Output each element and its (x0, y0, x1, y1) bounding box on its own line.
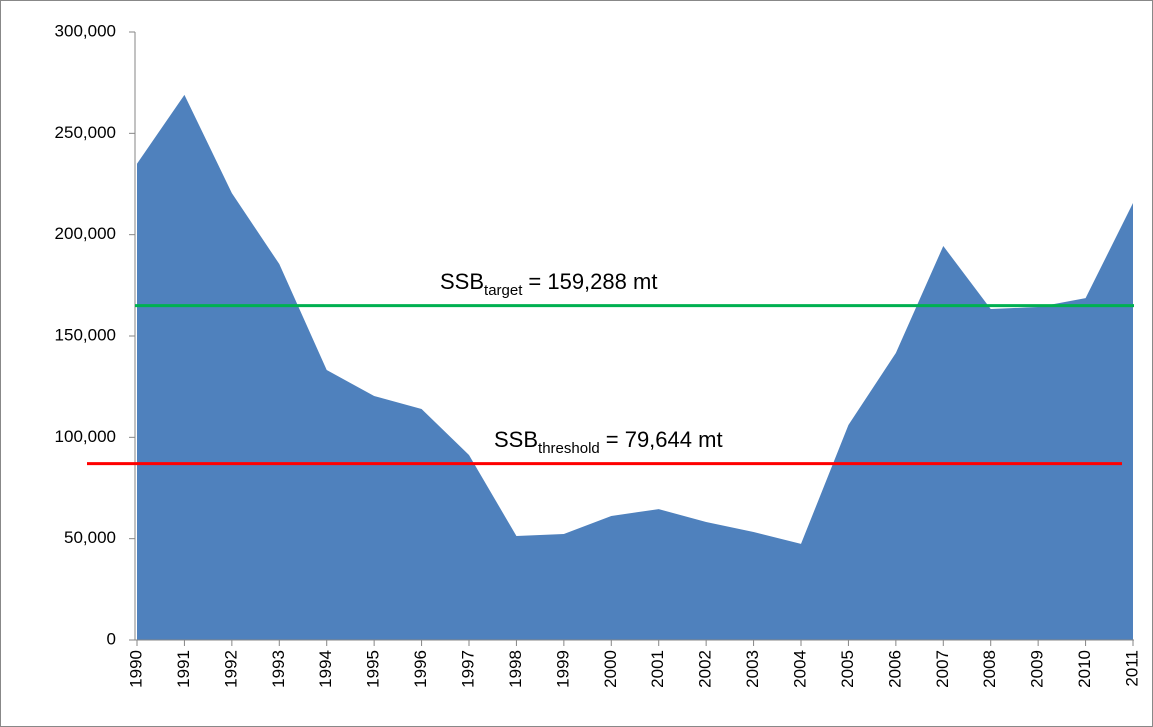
reference-label: SSBtarget = 159,288 mt (440, 269, 657, 299)
reference-label: SSBthreshold = 79,644 mt (494, 427, 723, 457)
y-tick-label: 0 (107, 629, 116, 648)
x-tick-label: 1992 (221, 650, 240, 688)
x-tick-label: 2000 (601, 650, 620, 688)
x-tick-label: 1999 (553, 650, 572, 688)
x-tick-label: 1995 (364, 650, 383, 688)
x-tick-label: 2006 (885, 650, 904, 688)
y-tick-label: 250,000 (55, 123, 116, 142)
x-tick-label: 2007 (933, 650, 952, 688)
x-tick-label: 1993 (269, 650, 288, 688)
x-tick-label: 1997 (458, 650, 477, 688)
y-tick-label: 150,000 (55, 325, 116, 344)
x-tick-label: 2011 (1122, 650, 1141, 687)
x-tick-label: 1990 (126, 650, 145, 688)
x-tick-label: 1996 (411, 650, 430, 688)
y-tick-label: 200,000 (55, 224, 116, 243)
x-tick-label: 2009 (1028, 650, 1047, 688)
area (137, 94, 1133, 641)
x-tick-label: 2010 (1075, 650, 1094, 688)
x-tick-label: 2005 (838, 650, 857, 688)
x-tick-label: 1991 (174, 650, 193, 688)
x-tick-label: 2002 (696, 650, 715, 688)
x-tick-label: 2008 (980, 650, 999, 688)
x-tick-label: 1994 (316, 650, 335, 688)
label-subscript: threshold (538, 440, 600, 457)
x-tick-label: 2003 (743, 650, 762, 688)
y-tick-label: 300,000 (55, 21, 116, 40)
x-tick-label: 2001 (648, 650, 667, 688)
label-rest: = 159,288 mt (528, 269, 657, 294)
y-tick-label: 100,000 (55, 427, 116, 446)
label-subscript: target (484, 282, 523, 299)
label-rest: = 79,644 mt (606, 427, 723, 452)
label-base: SSB (440, 269, 484, 294)
label-base: SSB (494, 427, 538, 452)
x-tick-label: 2004 (790, 650, 809, 688)
x-tick-label: 1998 (506, 650, 525, 688)
y-tick-label: 50,000 (64, 528, 116, 547)
